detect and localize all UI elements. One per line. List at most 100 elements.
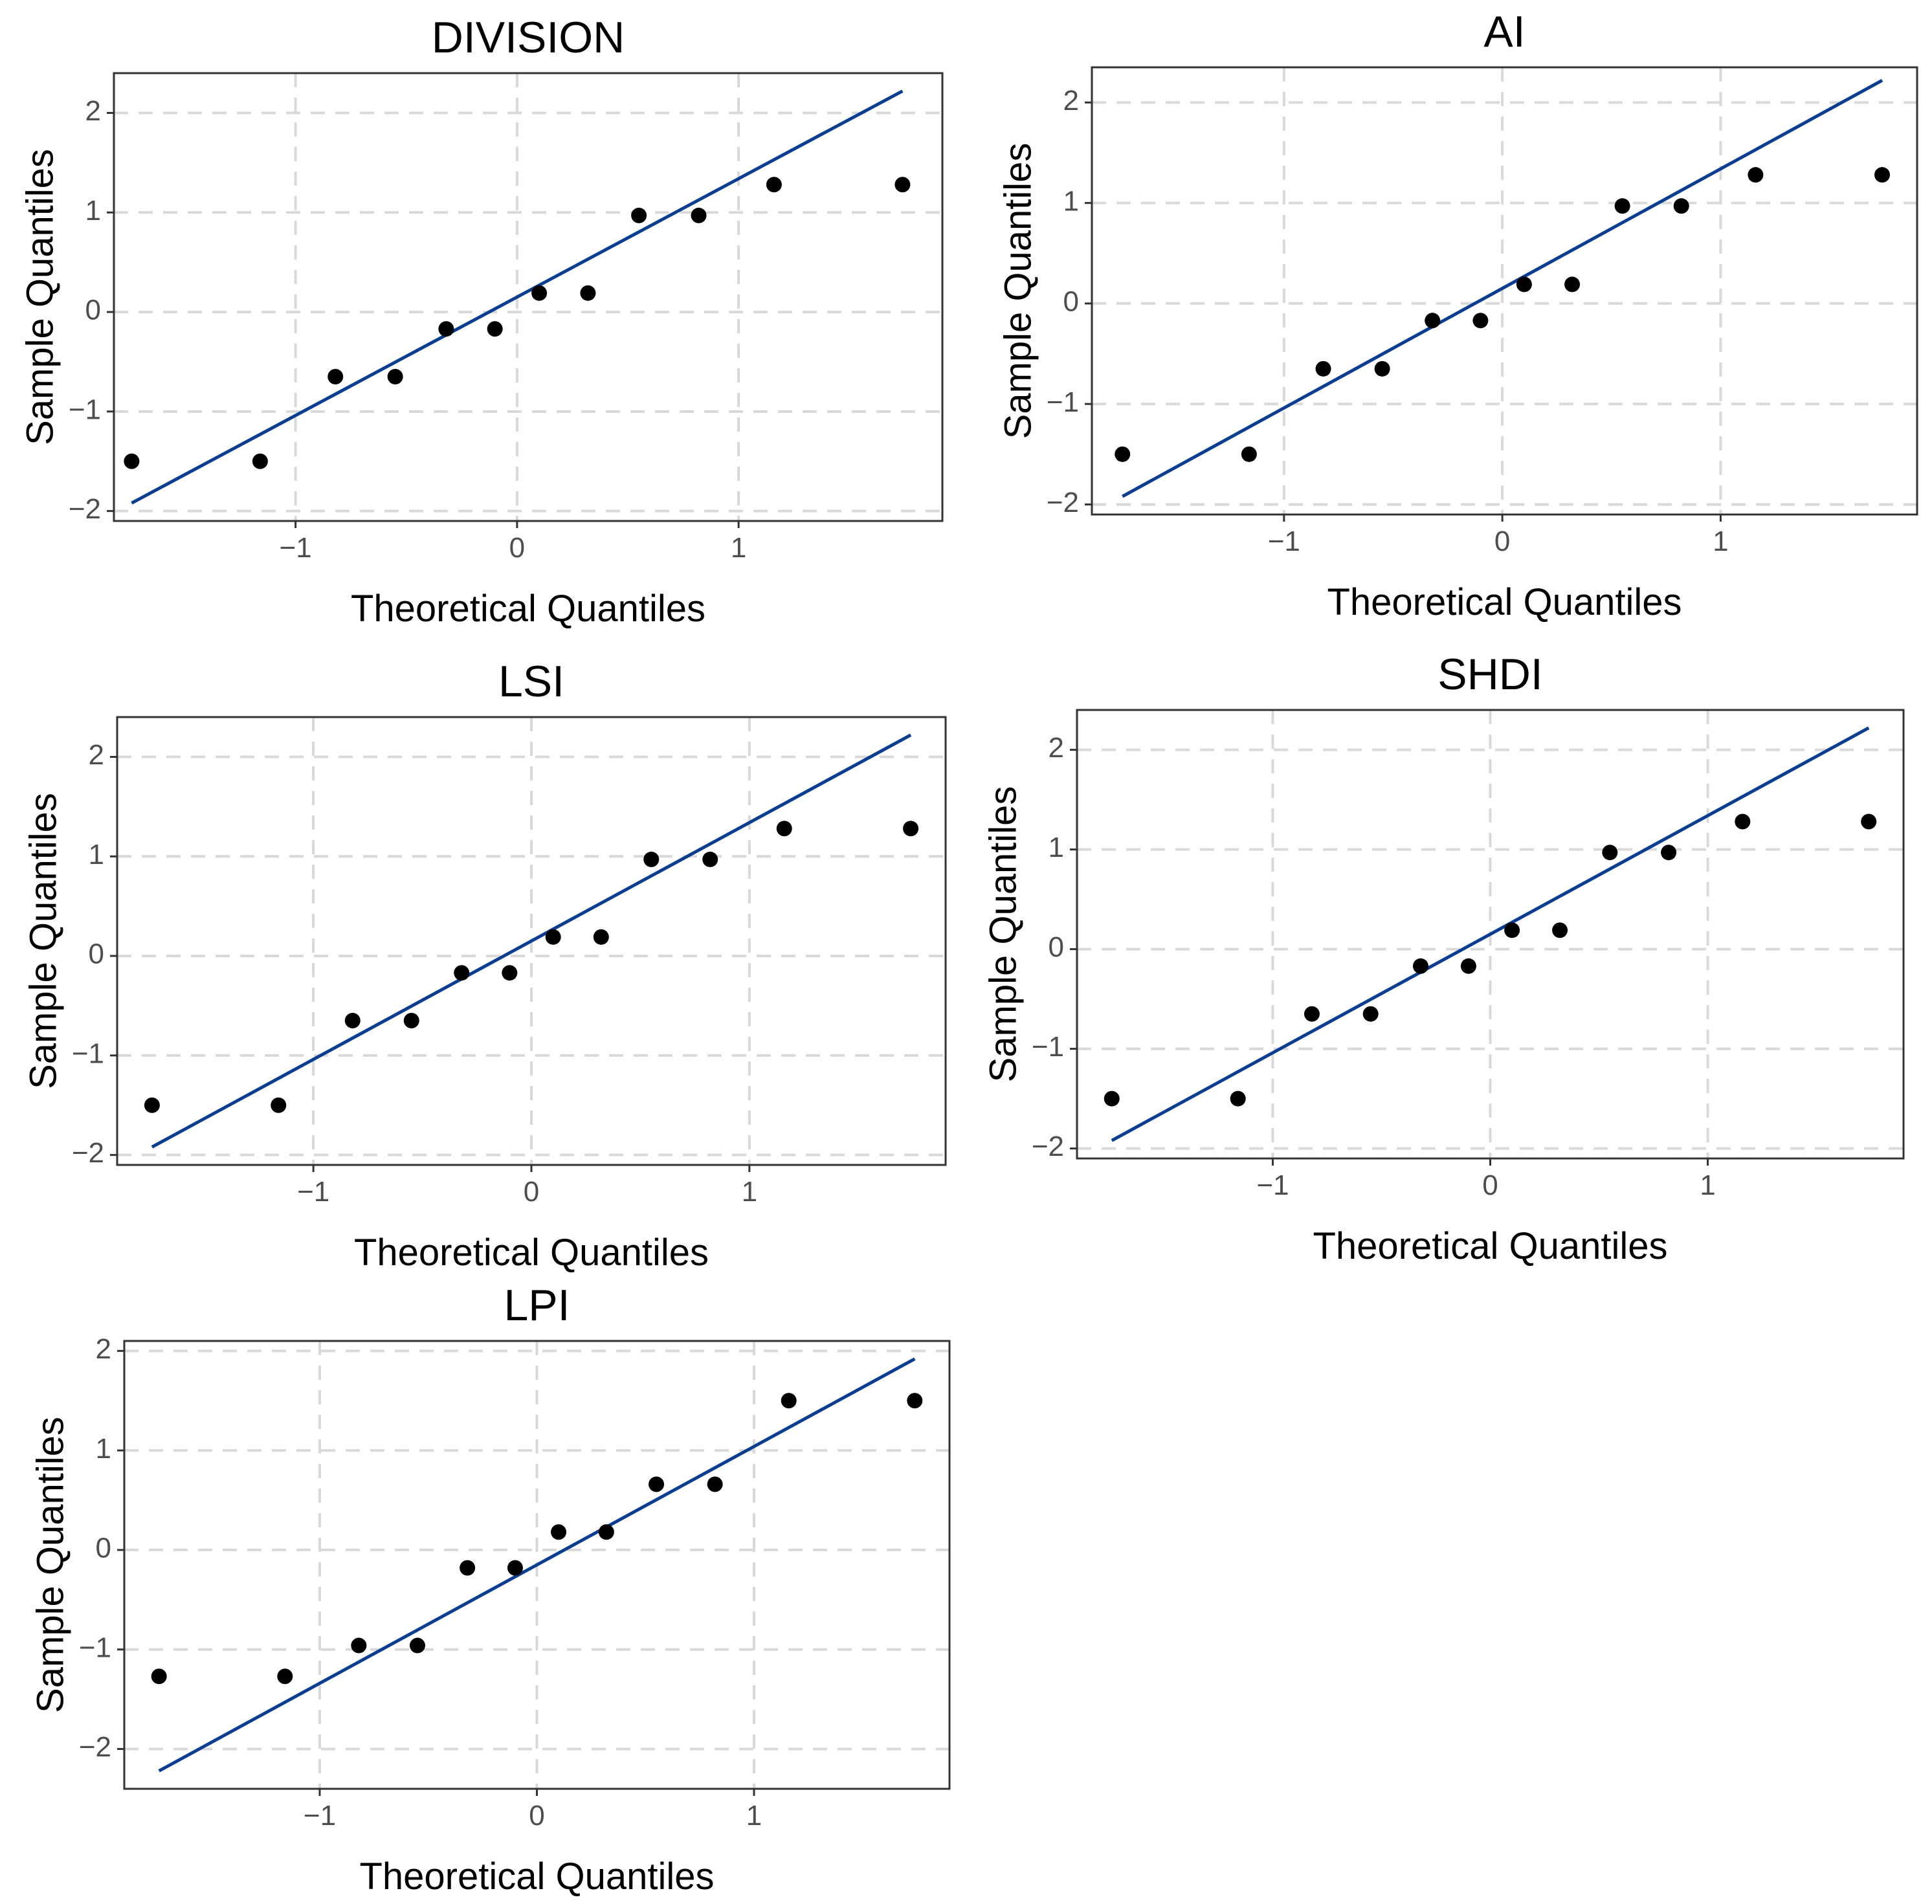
x-tick-label: −1	[1256, 1169, 1289, 1201]
x-tick-label: −1	[280, 532, 312, 564]
data-point	[776, 821, 792, 837]
y-tick-label: −2	[69, 493, 101, 525]
y-tick-label: 2	[96, 1333, 111, 1365]
x-tick-label: 1	[746, 1800, 762, 1832]
data-point	[1104, 1090, 1120, 1107]
y-tick-label: −2	[79, 1731, 111, 1763]
data-point	[1425, 313, 1441, 329]
data-point	[328, 369, 344, 385]
y-tick-label: −2	[72, 1137, 104, 1169]
data-point	[1115, 446, 1131, 462]
x-tick-label: 1	[1700, 1169, 1715, 1201]
reference-line	[151, 733, 912, 1149]
data-point	[1412, 958, 1428, 974]
data-point	[707, 1476, 723, 1492]
data-points	[124, 177, 911, 469]
reference-line	[131, 89, 904, 505]
x-axis-title: Theoretical Quantiles	[351, 588, 705, 630]
data-point	[124, 453, 140, 469]
x-tick-label: 0	[1482, 1169, 1498, 1201]
data-point	[351, 1637, 367, 1654]
data-point	[598, 1524, 614, 1540]
data-point	[1735, 814, 1751, 830]
data-point	[144, 1097, 160, 1113]
panel-frame	[113, 72, 944, 522]
y-tick-label: −1	[1032, 1031, 1064, 1063]
data-point	[1362, 1006, 1379, 1022]
data-point	[1748, 167, 1764, 183]
data-point	[691, 207, 707, 223]
data-point	[907, 1393, 923, 1409]
data-point	[1602, 845, 1618, 861]
data-point	[894, 177, 911, 193]
y-tick-label: 1	[1063, 185, 1079, 217]
panel-division: DIVISION Theoretical Quantiles Sample Qu…	[19, 13, 944, 630]
data-point	[1661, 845, 1677, 861]
data-point	[487, 321, 503, 337]
data-point	[1315, 360, 1331, 377]
x-axis-title: Theoretical Quantiles	[1327, 581, 1682, 623]
data-point	[702, 851, 718, 867]
data-point	[1460, 958, 1476, 974]
y-axis-title: Sample Quantiles	[982, 786, 1024, 1083]
y-tick-label: 1	[96, 1433, 111, 1465]
y-tick-label: 2	[1049, 732, 1064, 764]
y-tick-label: −1	[1047, 386, 1079, 418]
y-axis-title: Sample Quantiles	[19, 149, 61, 445]
plot-area	[114, 73, 942, 521]
data-point	[507, 1560, 523, 1576]
plot-area	[1092, 67, 1917, 515]
panel-title: DIVISION	[432, 13, 625, 62]
data-point	[1673, 198, 1689, 214]
data-point	[271, 1097, 287, 1113]
data-point	[1552, 922, 1568, 938]
y-axis-title: Sample Quantiles	[22, 793, 64, 1089]
y-tick-label: 1	[1049, 832, 1064, 863]
panel-title: AI	[1483, 7, 1525, 56]
data-point	[502, 965, 518, 981]
x-tick-label: 0	[529, 1800, 544, 1832]
y-tick-label: 0	[1049, 931, 1064, 963]
y-tick-label: 1	[89, 839, 104, 870]
data-points	[144, 821, 919, 1113]
x-tick-label: −1	[304, 1800, 336, 1832]
data-point	[631, 207, 647, 223]
data-point	[545, 929, 561, 945]
y-tick-label: 2	[85, 95, 101, 127]
data-point	[1504, 922, 1520, 938]
x-tick-label: 0	[509, 532, 525, 564]
x-tick-label: 1	[1713, 526, 1728, 557]
y-tick-label: 0	[85, 294, 101, 326]
data-point	[903, 821, 919, 837]
data-point	[1374, 360, 1390, 377]
y-tick-label: 0	[96, 1533, 111, 1564]
data-points	[1115, 167, 1891, 462]
data-point	[403, 1013, 419, 1029]
panel-frame	[1091, 66, 1918, 516]
y-tick-label: −1	[72, 1037, 104, 1069]
y-axis-title: Sample Quantiles	[29, 1417, 71, 1713]
x-axis-title: Theoretical Quantiles	[359, 1855, 714, 1898]
panel-lsi: LSI Theoretical Quantiles Sample Quantil…	[22, 657, 947, 1274]
y-tick-label: 2	[89, 739, 104, 771]
y-tick-label: 0	[1063, 286, 1079, 318]
y-tick-label: −2	[1032, 1131, 1064, 1162]
reference-line	[1122, 78, 1883, 498]
y-tick-label: −1	[69, 393, 101, 425]
y-tick-label: −1	[79, 1632, 111, 1663]
data-points	[151, 1393, 923, 1685]
panel-lpi: LPI Theoretical Quantiles Sample Quantil…	[29, 1281, 951, 1898]
panel-title: LSI	[498, 657, 564, 706]
x-axis-title: Theoretical Quantiles	[1313, 1225, 1667, 1267]
grid-lines	[1092, 67, 1917, 515]
y-axis-title: Sample Quantiles	[997, 143, 1039, 439]
data-point	[580, 285, 596, 301]
data-point	[151, 1668, 167, 1685]
panel-title: SHDI	[1438, 650, 1542, 699]
x-tick-label: 0	[524, 1176, 539, 1208]
x-tick-label: −1	[297, 1176, 329, 1208]
x-tick-label: 0	[1494, 526, 1510, 557]
data-point	[551, 1524, 567, 1540]
data-points	[1104, 814, 1877, 1107]
